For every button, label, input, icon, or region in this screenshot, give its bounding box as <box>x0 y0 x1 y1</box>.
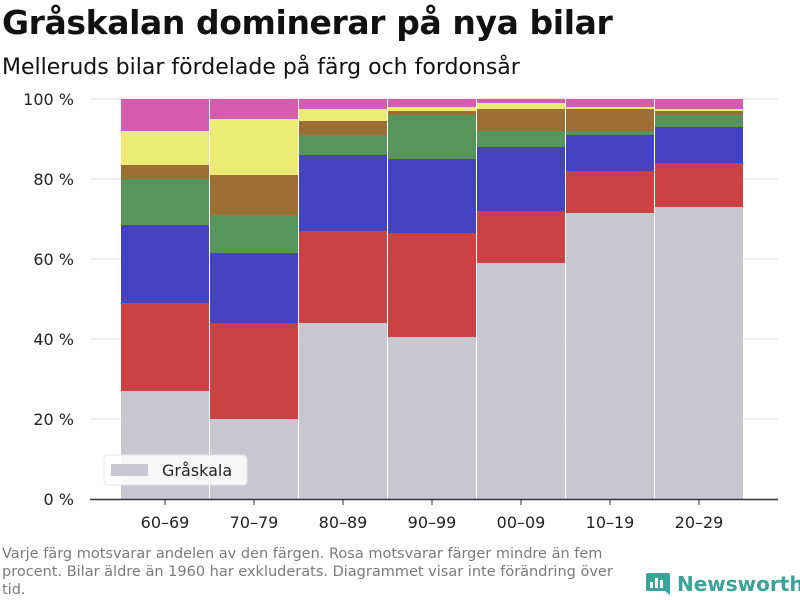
bar-segment-series-4 <box>477 131 565 147</box>
bar-segment-series-2 <box>388 233 476 337</box>
bar-segment-series-6 <box>477 103 565 109</box>
bar-segment-series-2 <box>566 171 654 213</box>
bar-segment-series-7 <box>477 99 565 103</box>
x-tick-label: 00–09 <box>497 513 546 532</box>
x-tick-label: 70–79 <box>230 513 279 532</box>
bar-segment-series-6 <box>655 109 743 111</box>
bar-segment-gråskala <box>299 323 387 499</box>
bar-segment-series-3 <box>121 225 209 303</box>
chart-title: Gråskalan dominerar på nya bilar <box>2 3 613 42</box>
x-tick-label: 20–29 <box>675 513 724 532</box>
x-tick-label: 80–89 <box>319 513 368 532</box>
bar-segment-series-5 <box>210 175 298 215</box>
bar-segment-series-3 <box>655 127 743 163</box>
bar-segment-series-2 <box>299 231 387 323</box>
bar-segment-series-2 <box>655 163 743 207</box>
legend-label: Gråskala <box>162 461 232 480</box>
bar-segment-series-3 <box>566 135 654 171</box>
bar-segment-series-6 <box>299 109 387 121</box>
bar-segment-gråskala <box>477 263 565 499</box>
y-tick-label: 60 % <box>33 250 74 269</box>
bar-segment-series-7 <box>299 99 387 109</box>
bar-segment-series-2 <box>210 323 298 419</box>
bar-segment-series-2 <box>477 211 565 263</box>
bar-segment-series-6 <box>388 107 476 111</box>
bar-segment-series-5 <box>388 111 476 115</box>
bar-segment-gråskala <box>388 337 476 499</box>
bar-segment-gråskala <box>655 207 743 499</box>
bar-segment-series-4 <box>210 215 298 253</box>
bar-segment-series-6 <box>210 119 298 175</box>
y-tick-label: 80 % <box>33 170 74 189</box>
bar-segment-series-4 <box>655 115 743 127</box>
y-tick-label: 20 % <box>33 410 74 429</box>
y-tick-label: 40 % <box>33 330 74 349</box>
brand-logo: Newsworthy <box>645 569 800 599</box>
bar-segment-series-4 <box>388 115 476 159</box>
bar-segment-series-5 <box>655 111 743 115</box>
bar-segment-series-4 <box>566 131 654 135</box>
stacked-bar-chart: 60–69 70–79 80–89 90–99 00–09 10–19 20–29 0 % 20… <box>23 90 778 532</box>
x-tick-label: 60–69 <box>141 513 190 532</box>
bar-segment-series-3 <box>477 147 565 211</box>
bar-segment-series-7 <box>210 99 298 119</box>
bar-segment-series-5 <box>121 165 209 179</box>
bar-segment-series-3 <box>299 155 387 231</box>
bar-segment-series-4 <box>299 135 387 155</box>
bar-segment-series-6 <box>566 107 654 109</box>
bar-segment-gråskala <box>566 213 654 499</box>
bar-segment-series-7 <box>121 99 209 131</box>
legend-box <box>103 454 248 486</box>
bar-segment-series-5 <box>477 109 565 131</box>
legend-swatch <box>111 464 148 476</box>
y-tick-label: 0 % <box>44 490 74 509</box>
brand-name: Newsworthy <box>677 572 800 596</box>
bar-segment-series-5 <box>299 121 387 135</box>
bar-segment-series-7 <box>388 99 476 107</box>
chart-subtitle: Melleruds bilar fördelade på färg och fo… <box>2 55 520 80</box>
y-tick-label: 100 % <box>23 90 74 109</box>
bar-segment-series-2 <box>121 303 209 391</box>
bar-segment-series-4 <box>121 179 209 225</box>
x-tick-label: 90–99 <box>408 513 457 532</box>
bar-segment-series-3 <box>210 253 298 323</box>
bar-segment-series-6 <box>121 131 209 165</box>
chart-footnote: Varje färg motsvarar andelen av den färg… <box>2 546 613 598</box>
bar-segment-series-5 <box>566 109 654 131</box>
x-tick-label: 10–19 <box>586 513 635 532</box>
newsworthy-logo-icon <box>646 573 670 595</box>
bar-segment-series-7 <box>655 99 743 109</box>
bar-segment-series-3 <box>388 159 476 233</box>
bar-segment-series-7 <box>566 99 654 107</box>
